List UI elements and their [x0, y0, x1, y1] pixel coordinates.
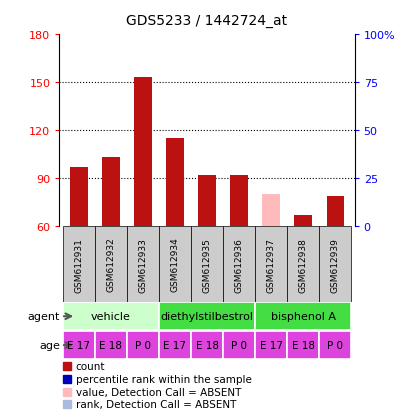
Text: GSM612932: GSM612932	[106, 237, 115, 292]
Bar	[230, 176, 247, 227]
Text: GSM612936: GSM612936	[234, 237, 243, 292]
Text: E 18: E 18	[195, 340, 218, 350]
Bar	[126, 227, 159, 302]
Text: GSM612931: GSM612931	[74, 237, 83, 292]
Bar	[191, 331, 222, 359]
Text: E 18: E 18	[291, 340, 314, 350]
Bar	[102, 158, 119, 227]
Bar	[222, 227, 254, 302]
Bar	[319, 331, 351, 359]
Bar	[94, 331, 126, 359]
Bar	[63, 331, 94, 359]
Bar	[222, 331, 254, 359]
Bar	[70, 168, 87, 227]
Bar	[63, 227, 94, 302]
Text: bisphenol A: bisphenol A	[270, 311, 335, 321]
Bar	[198, 176, 216, 227]
Text: E 18: E 18	[99, 340, 122, 350]
Bar	[191, 227, 222, 302]
Bar	[166, 139, 183, 227]
Bar	[294, 216, 311, 227]
Bar	[134, 78, 151, 227]
Text: E 17: E 17	[67, 340, 90, 350]
Text: GSM612938: GSM612938	[298, 237, 307, 292]
Bar	[254, 227, 287, 302]
Text: GDS5233 / 1442724_at: GDS5233 / 1442724_at	[126, 14, 287, 28]
Text: GSM612933: GSM612933	[138, 237, 147, 292]
Text: diethylstilbestrol: diethylstilbestrol	[160, 311, 253, 321]
Bar	[326, 197, 344, 227]
Text: age: age	[39, 340, 60, 350]
Bar	[159, 331, 191, 359]
Text: P 0: P 0	[327, 340, 343, 350]
Text: E 17: E 17	[163, 340, 186, 350]
Bar	[159, 227, 191, 302]
Bar	[159, 303, 254, 330]
Bar	[287, 227, 319, 302]
Text: GSM612934: GSM612934	[170, 237, 179, 292]
Text: agent: agent	[28, 311, 60, 321]
Text: percentile rank within the sample: percentile rank within the sample	[76, 374, 251, 384]
Text: GSM612937: GSM612937	[266, 237, 275, 292]
Bar	[287, 331, 319, 359]
Bar	[126, 331, 159, 359]
Bar	[63, 303, 159, 330]
Text: GSM612939: GSM612939	[330, 237, 339, 292]
Text: GSM612935: GSM612935	[202, 237, 211, 292]
Text: P 0: P 0	[135, 340, 151, 350]
Bar	[94, 227, 126, 302]
Bar	[254, 331, 287, 359]
Bar	[319, 227, 351, 302]
Text: P 0: P 0	[231, 340, 247, 350]
Text: rank, Detection Call = ABSENT: rank, Detection Call = ABSENT	[76, 399, 236, 410]
Text: vehicle: vehicle	[91, 311, 130, 321]
Bar	[262, 195, 279, 227]
Text: value, Detection Call = ABSENT: value, Detection Call = ABSENT	[76, 387, 240, 396]
Text: count: count	[76, 361, 105, 371]
Text: E 17: E 17	[259, 340, 282, 350]
Bar	[254, 303, 351, 330]
